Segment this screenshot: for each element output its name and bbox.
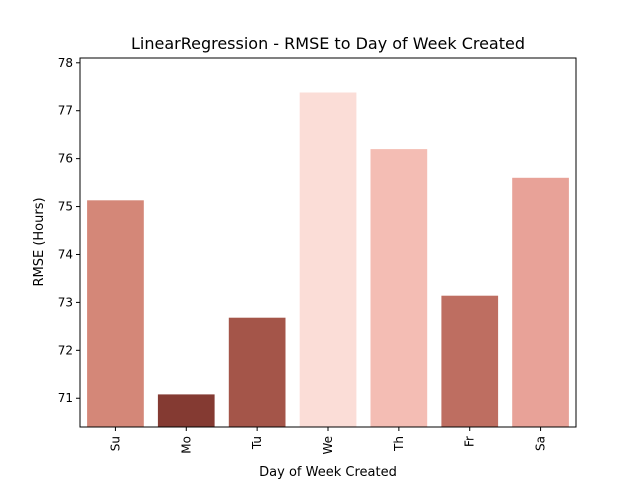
bar-fr <box>441 295 499 427</box>
y-tick-label: 74 <box>58 247 73 261</box>
bar-su <box>87 200 144 427</box>
bar-mo <box>157 394 215 427</box>
x-tick-label: Th <box>392 436 406 452</box>
y-tick-label: 77 <box>58 104 73 118</box>
y-tick-label: 78 <box>58 56 73 70</box>
y-tick-label: 73 <box>58 295 73 309</box>
x-tick-label: Tu <box>250 436 264 450</box>
bar-sa <box>512 177 569 427</box>
bar-tu <box>228 317 286 427</box>
x-axis-label: Day of Week Created <box>259 465 397 480</box>
x-tick-label: Su <box>108 436 122 451</box>
bars-layer <box>87 92 569 427</box>
chart-title: LinearRegression - RMSE to Day of Week C… <box>131 34 525 53</box>
x-tick-label: Fr <box>463 436 477 447</box>
y-tick-label: 71 <box>58 391 73 405</box>
x-tick-label: Sa <box>534 436 548 451</box>
x-axis: Su Mo Tu We Th Fr Sa <box>108 427 548 455</box>
y-axis-label: RMSE (Hours) <box>32 197 47 286</box>
y-tick-label: 75 <box>58 200 73 214</box>
x-tick-label: We <box>321 436 335 455</box>
plot-frame <box>79 57 577 428</box>
y-tick-label: 76 <box>58 152 73 166</box>
bar-th <box>370 149 428 427</box>
x-tick-label: Mo <box>179 436 193 454</box>
y-axis: 71 72 73 74 75 76 77 78 <box>58 56 80 405</box>
y-tick-label: 72 <box>58 343 73 357</box>
bar-we <box>299 92 357 427</box>
